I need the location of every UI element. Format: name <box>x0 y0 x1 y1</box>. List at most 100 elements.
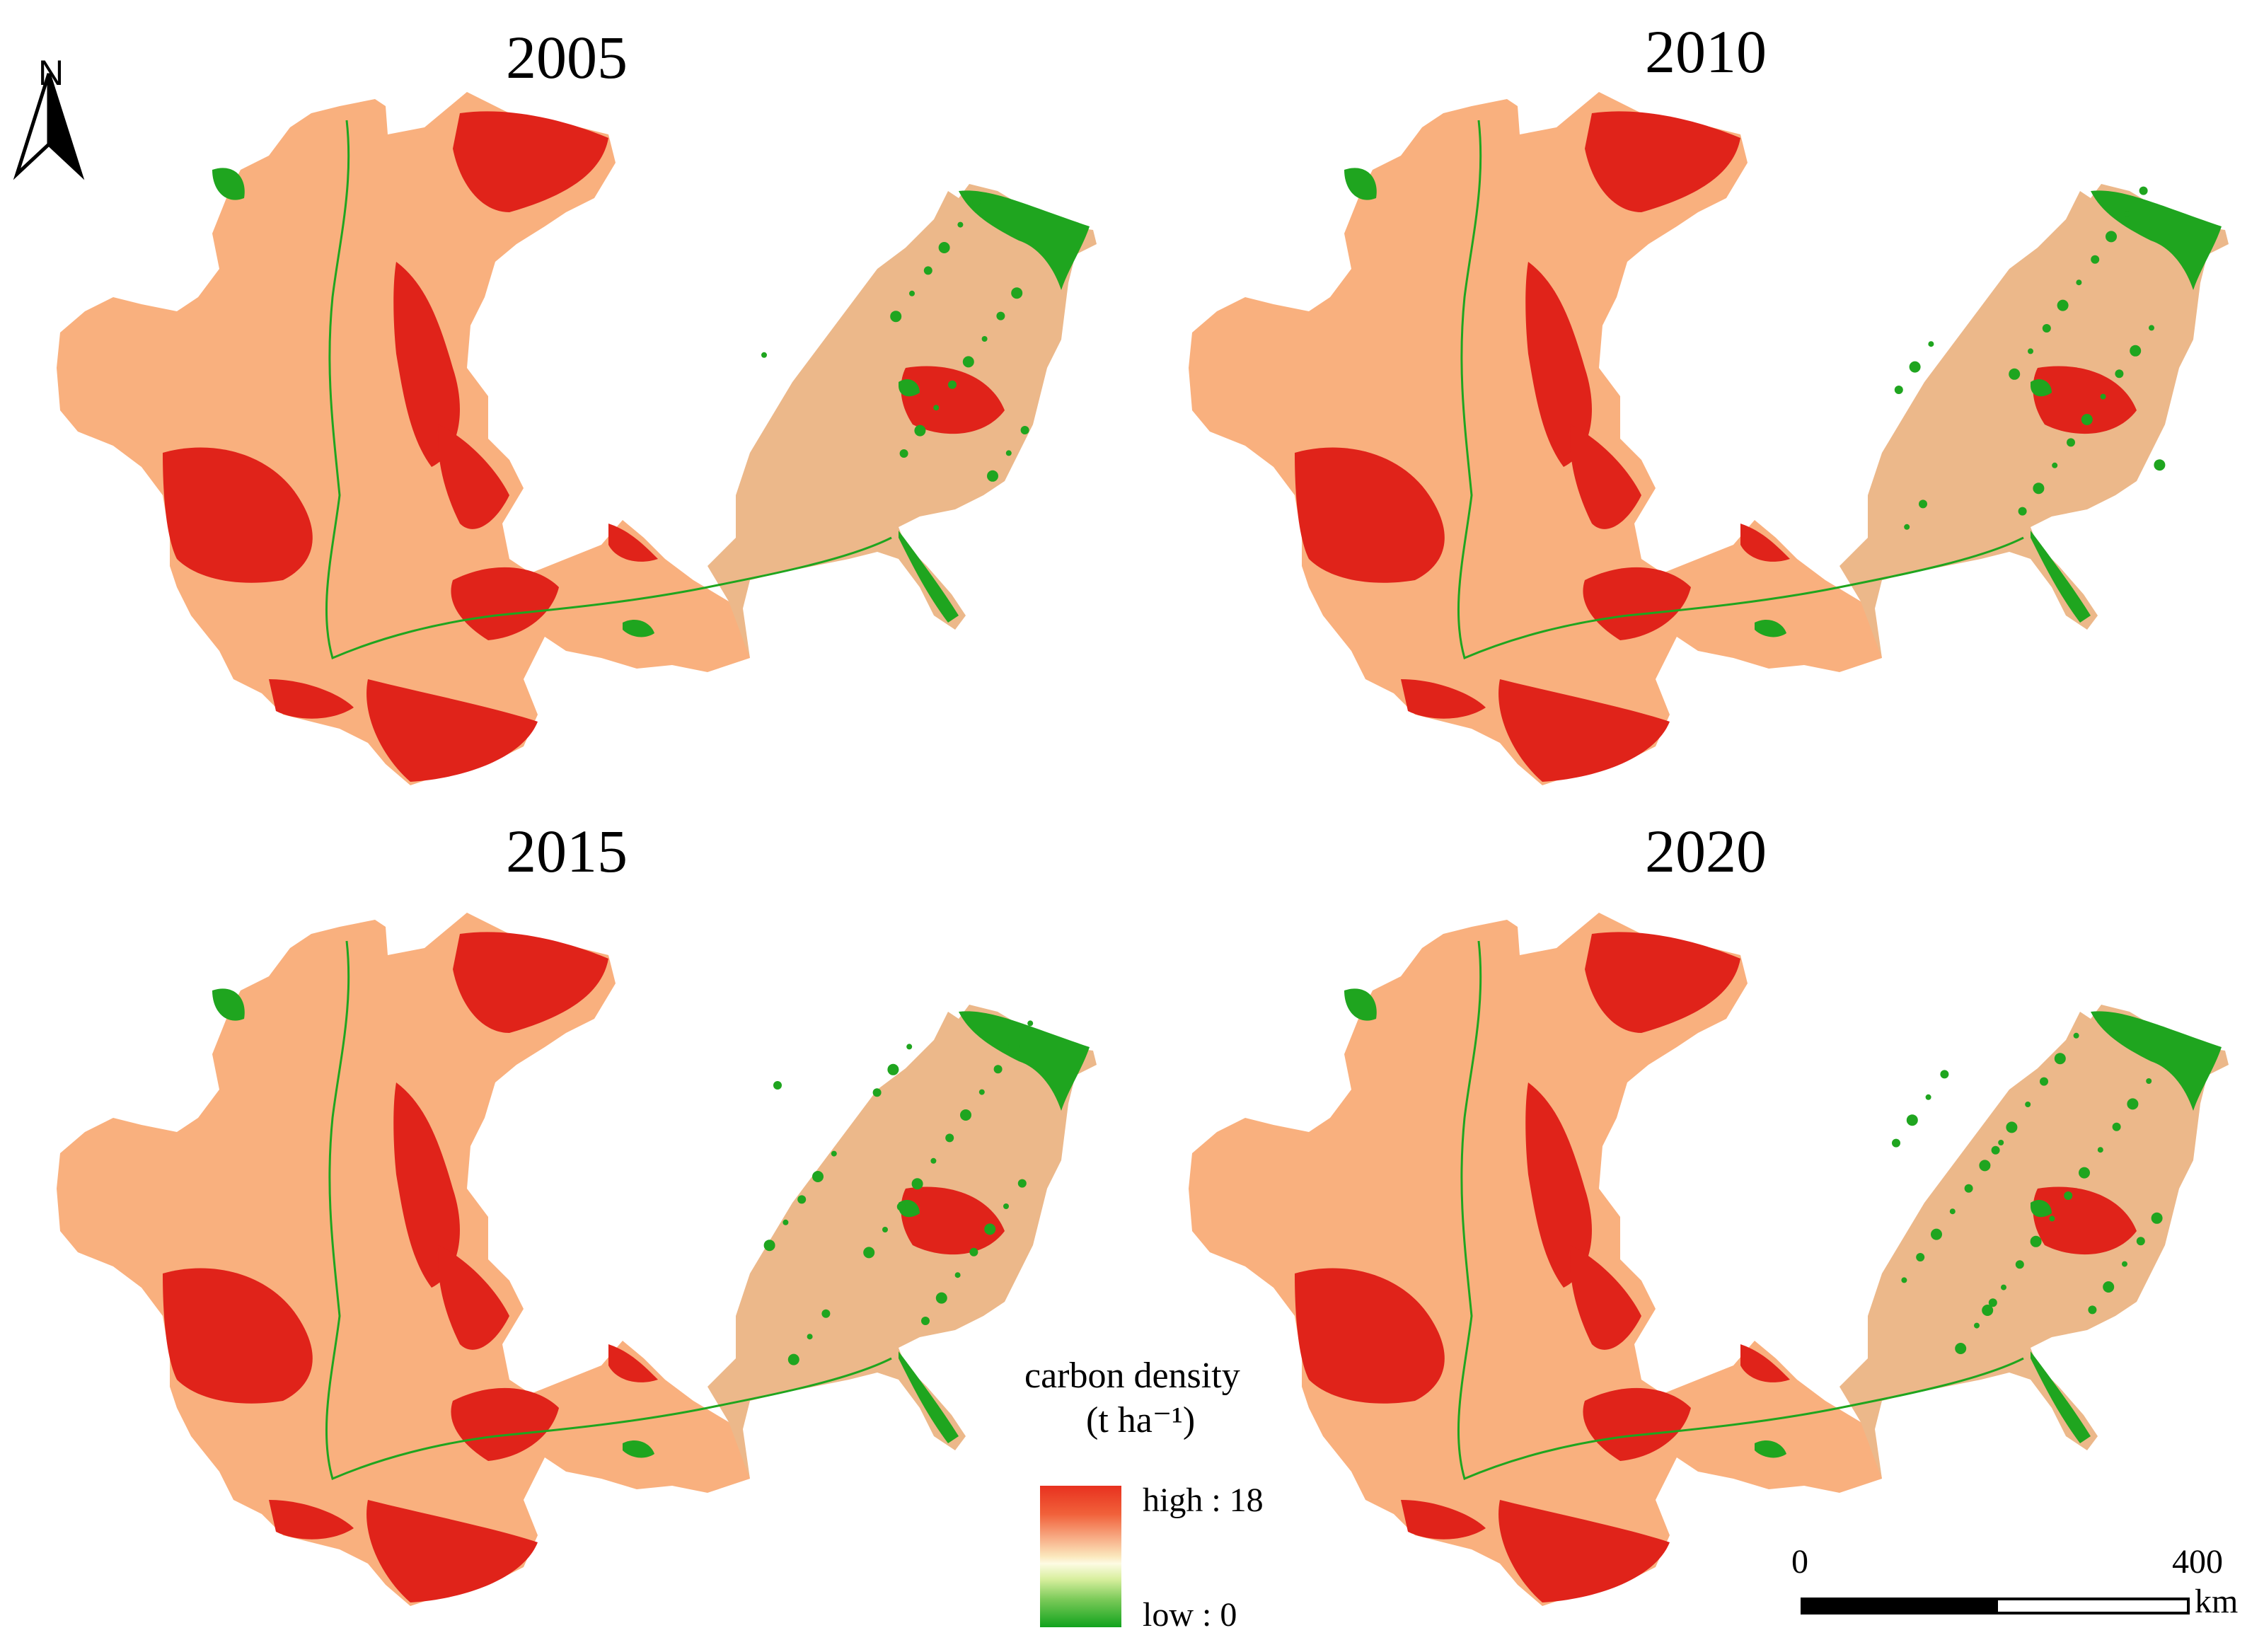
urban-spot <box>2136 1237 2145 1246</box>
urban-spot <box>2028 348 2033 354</box>
urban-spot <box>2030 1235 2042 1247</box>
high-density-patch <box>1585 932 1740 1033</box>
low-density-patch <box>623 1440 654 1458</box>
high-density-patch <box>1583 567 1691 640</box>
low-density-patch <box>1344 168 1377 200</box>
urban-spot <box>911 1178 923 1190</box>
urban-spot <box>2130 345 2142 357</box>
low-density-patch <box>2031 531 2091 623</box>
urban-spot <box>2049 1215 2055 1222</box>
urban-spot <box>2073 1032 2079 1039</box>
basin-map <box>57 913 1097 1606</box>
urban-spot <box>996 311 1005 320</box>
urban-spot <box>930 1157 937 1164</box>
high-density-patch <box>269 679 354 719</box>
high-density-patch <box>1401 679 1486 719</box>
scale-bar-start-label: 0 <box>1791 1543 1808 1581</box>
urban-spot <box>761 352 767 358</box>
basin-map <box>1189 913 2229 1606</box>
urban-spot <box>1964 1184 1973 1193</box>
urban-spot <box>2081 414 2093 425</box>
high-density-patch <box>393 262 460 467</box>
map-svg <box>1189 913 2229 1606</box>
river-line <box>1457 940 2024 1481</box>
high-density-patch <box>608 1344 658 1382</box>
urban-spot <box>2146 1078 2152 1084</box>
high-density-patch <box>1498 679 1670 782</box>
urban-spot <box>2151 1212 2163 1224</box>
urban-spot <box>2115 369 2124 379</box>
scale-bar: 0 400 km <box>1790 1542 2257 1620</box>
urban-spot <box>2149 325 2154 331</box>
urban-spot <box>763 1240 775 1252</box>
map-panel-2010: 2010 <box>1132 0 2236 799</box>
urban-spot <box>2054 1053 2066 1065</box>
urban-spot <box>882 1227 888 1232</box>
low-density-patch <box>2031 379 2052 397</box>
region-lower-basin <box>708 1005 1097 1479</box>
urban-spot <box>978 1089 985 1095</box>
urban-spot <box>1919 499 1927 509</box>
high-density-patch <box>451 567 559 640</box>
map-svg <box>57 913 1097 1606</box>
urban-spot <box>921 1317 930 1325</box>
high-density-patch <box>438 424 509 529</box>
high-density-patch <box>163 447 313 583</box>
region-upper-basin <box>1189 92 1882 785</box>
scale-bar-end-label: 400 <box>2172 1543 2223 1581</box>
high-density-patch <box>1295 1268 1445 1404</box>
low-density-patch <box>2031 1351 2091 1443</box>
urban-spot <box>2154 459 2166 471</box>
urban-spot <box>890 311 902 323</box>
urban-spot <box>1949 1208 1956 1215</box>
urban-spot <box>2042 324 2051 333</box>
urban-spot <box>2067 438 2075 447</box>
urban-spot <box>909 290 915 296</box>
urban-spot <box>987 470 998 482</box>
urban-spot <box>984 1223 996 1235</box>
urban-spot <box>1928 341 1934 347</box>
river-line <box>325 940 892 1481</box>
urban-spot <box>945 1133 954 1143</box>
urban-spot <box>2076 279 2082 286</box>
urban-spot <box>1017 1179 1027 1188</box>
scale-bar-unit: km <box>2195 1583 2239 1620</box>
low-density-patch <box>2031 1199 2052 1218</box>
urban-spot <box>896 1202 906 1211</box>
basin-map <box>1189 92 2229 785</box>
urban-spot <box>1931 1228 1942 1240</box>
urban-spot <box>782 1219 789 1225</box>
map-svg <box>1189 92 2229 785</box>
panel-year-label: 2010 <box>1645 18 1767 86</box>
urban-spot <box>821 1309 831 1318</box>
urban-spot <box>1979 1160 1991 1172</box>
urban-spot <box>2079 1167 2090 1179</box>
low-density-patch <box>212 168 245 200</box>
high-density-patch <box>366 1500 538 1602</box>
high-density-patch <box>1740 1344 1790 1382</box>
high-density-patch <box>2033 1186 2137 1255</box>
urban-spot <box>969 1247 978 1257</box>
high-density-patch <box>1570 424 1641 529</box>
urban-spot <box>1988 1298 1997 1307</box>
urban-spot <box>938 242 950 253</box>
urban-spot <box>2100 393 2106 400</box>
high-density-patch <box>1525 262 1592 467</box>
low-density-patch <box>623 619 654 637</box>
low-density-patch <box>899 379 920 397</box>
scale-bar-white-segment <box>1995 1598 2190 1615</box>
north-arrow-icon <box>13 73 85 180</box>
urban-spot <box>797 1195 807 1204</box>
urban-spot <box>923 266 932 275</box>
basin-map <box>57 92 1097 785</box>
urban-spot <box>1904 524 1910 530</box>
legend-low-label: low : 0 <box>1143 1596 1237 1634</box>
urban-spot <box>954 1272 961 1278</box>
urban-spot <box>1027 1020 1034 1027</box>
low-density-patch <box>1344 988 1377 1021</box>
urban-spot <box>773 1081 782 1090</box>
urban-spot <box>1003 1203 1009 1209</box>
map-svg <box>57 92 1097 785</box>
map-panel-2015: 2015 <box>0 821 1104 1620</box>
urban-spot <box>1998 1140 2004 1145</box>
